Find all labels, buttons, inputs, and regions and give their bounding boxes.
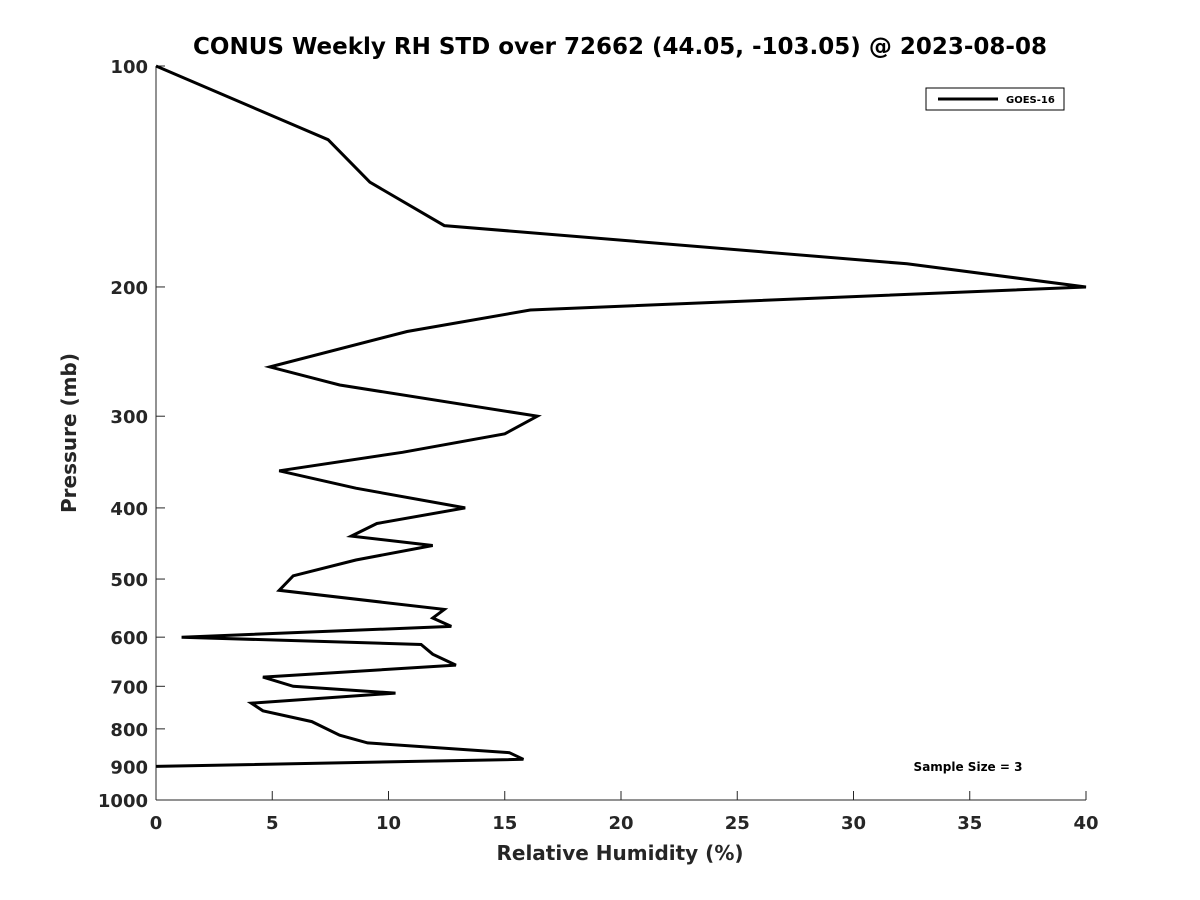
y-tick-label: 700 — [110, 677, 148, 698]
y-tick-label: 1000 — [98, 791, 148, 812]
x-axis: 0 5 10 15 20 25 30 35 40 — [150, 791, 1099, 834]
x-tick-label: 25 — [725, 813, 750, 834]
y-tick-label: 600 — [110, 628, 148, 649]
x-tick-label: 5 — [266, 813, 279, 834]
x-tick-label: 35 — [957, 813, 982, 834]
legend: GOES-16 — [925, 87, 1065, 111]
x-tick-label: 0 — [150, 813, 163, 834]
legend-label: GOES-16 — [1006, 95, 1055, 106]
x-tick-label: 10 — [376, 813, 401, 834]
y-tick-label: 500 — [110, 570, 148, 591]
x-tick-label: 30 — [841, 813, 866, 834]
y-tick-label: 400 — [110, 499, 148, 520]
series-line-goes-16 — [155, 64, 1087, 768]
y-tick-label: 200 — [110, 278, 148, 299]
sample-size-annotation: Sample Size = 3 — [914, 760, 1023, 774]
chart-title: CONUS Weekly RH STD over 72662 (44.05, -… — [193, 34, 1047, 60]
x-tick-label: 15 — [492, 813, 517, 834]
y-tick-label: 900 — [110, 757, 148, 778]
series-layer — [155, 64, 1087, 768]
y-tick-label: 100 — [110, 57, 148, 78]
x-tick-label: 20 — [608, 813, 633, 834]
x-axis-label: Relative Humidity (%) — [496, 841, 743, 865]
y-axis-label: Pressure (mb) — [57, 353, 81, 513]
x-tick-label: 40 — [1073, 813, 1098, 834]
y-tick-label: 300 — [110, 407, 148, 428]
y-axis: 100 200 300 400 500 600 700 800 900 1000 — [98, 57, 165, 812]
y-tick-label: 800 — [110, 720, 148, 741]
